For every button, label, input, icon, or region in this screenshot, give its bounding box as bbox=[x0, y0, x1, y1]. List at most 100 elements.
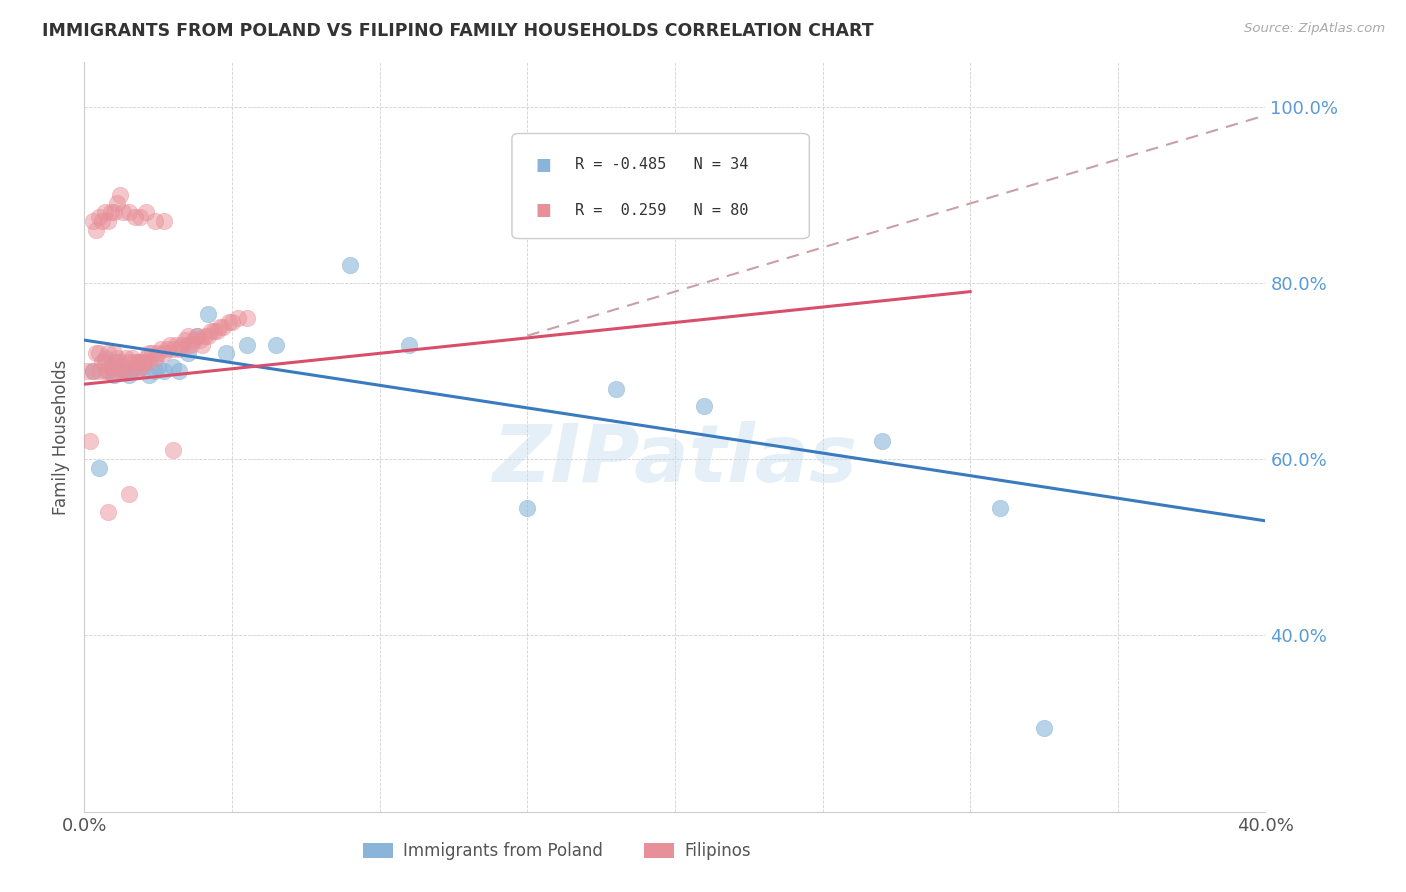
Point bbox=[87, 346, 111, 360]
Point bbox=[111, 205, 134, 219]
Point bbox=[221, 316, 243, 330]
Point bbox=[108, 355, 131, 369]
Point bbox=[129, 210, 152, 224]
Point bbox=[127, 355, 149, 369]
Point bbox=[127, 355, 149, 369]
Point bbox=[97, 364, 120, 378]
Point bbox=[103, 346, 125, 360]
Point bbox=[162, 443, 184, 458]
Point bbox=[87, 210, 111, 224]
Point bbox=[153, 214, 176, 228]
Point bbox=[108, 359, 131, 374]
Point bbox=[97, 214, 120, 228]
Y-axis label: Family Households: Family Households bbox=[52, 359, 70, 515]
Point bbox=[398, 337, 420, 351]
Point bbox=[167, 364, 190, 378]
Text: Source: ZipAtlas.com: Source: ZipAtlas.com bbox=[1244, 22, 1385, 36]
Point bbox=[108, 364, 131, 378]
Point bbox=[100, 205, 122, 219]
Point bbox=[186, 328, 208, 343]
Point bbox=[215, 346, 238, 360]
Text: R =  0.259   N = 80: R = 0.259 N = 80 bbox=[575, 202, 748, 218]
Point bbox=[97, 364, 120, 378]
Point bbox=[870, 434, 893, 449]
Point bbox=[200, 324, 222, 338]
Text: ZIPatlas: ZIPatlas bbox=[492, 420, 858, 499]
Point bbox=[135, 205, 157, 219]
Point bbox=[100, 359, 122, 374]
Point bbox=[194, 328, 217, 343]
Point bbox=[159, 337, 181, 351]
Point bbox=[105, 355, 128, 369]
Point bbox=[339, 258, 361, 272]
Point bbox=[143, 351, 166, 365]
Legend: Immigrants from Poland, Filipinos: Immigrants from Poland, Filipinos bbox=[356, 836, 758, 867]
Point bbox=[94, 205, 117, 219]
Point bbox=[173, 333, 195, 347]
Point bbox=[693, 399, 716, 413]
Point bbox=[84, 223, 107, 237]
Point bbox=[197, 328, 219, 343]
Point bbox=[76, 364, 98, 378]
Point bbox=[121, 351, 143, 365]
Point bbox=[143, 214, 166, 228]
Point bbox=[162, 342, 184, 356]
Point bbox=[82, 364, 104, 378]
Point bbox=[87, 461, 111, 475]
Point bbox=[177, 346, 200, 360]
Point bbox=[167, 342, 190, 356]
Point bbox=[236, 311, 259, 326]
Point bbox=[165, 337, 187, 351]
Point bbox=[114, 351, 136, 365]
Point bbox=[170, 337, 193, 351]
Point bbox=[82, 364, 104, 378]
Point bbox=[124, 359, 146, 374]
Point bbox=[177, 328, 200, 343]
Point bbox=[191, 337, 214, 351]
Point bbox=[226, 311, 249, 326]
Point bbox=[236, 337, 259, 351]
Point bbox=[118, 364, 141, 378]
Point bbox=[82, 214, 104, 228]
Point bbox=[177, 337, 200, 351]
Point bbox=[156, 342, 179, 356]
Point bbox=[988, 500, 1011, 515]
Point bbox=[266, 337, 288, 351]
Point bbox=[516, 500, 538, 515]
Point bbox=[111, 364, 134, 378]
Point bbox=[138, 355, 160, 369]
Point bbox=[207, 324, 229, 338]
Point bbox=[197, 307, 219, 321]
Point bbox=[79, 434, 101, 449]
Point bbox=[212, 319, 235, 334]
Point bbox=[94, 364, 117, 378]
Point bbox=[209, 319, 232, 334]
Point bbox=[605, 382, 627, 396]
Point bbox=[148, 359, 170, 374]
Point bbox=[138, 368, 160, 383]
Point bbox=[105, 351, 128, 365]
Point bbox=[183, 333, 205, 347]
Point bbox=[148, 346, 170, 360]
Point bbox=[97, 505, 120, 519]
Point bbox=[188, 333, 211, 347]
Point bbox=[143, 364, 166, 378]
Point bbox=[94, 351, 117, 365]
Point bbox=[103, 368, 125, 383]
Point bbox=[153, 364, 176, 378]
Text: ■: ■ bbox=[536, 201, 551, 219]
Point bbox=[105, 196, 128, 211]
Point bbox=[162, 359, 184, 374]
Point bbox=[132, 359, 155, 374]
Point bbox=[202, 324, 225, 338]
Point bbox=[118, 355, 141, 369]
Point bbox=[180, 337, 202, 351]
Point bbox=[111, 364, 134, 378]
Point bbox=[138, 346, 160, 360]
Point bbox=[132, 355, 155, 369]
Point bbox=[87, 364, 111, 378]
Point bbox=[186, 328, 208, 343]
Text: ■: ■ bbox=[536, 156, 551, 174]
Point bbox=[103, 205, 125, 219]
Point bbox=[91, 214, 114, 228]
